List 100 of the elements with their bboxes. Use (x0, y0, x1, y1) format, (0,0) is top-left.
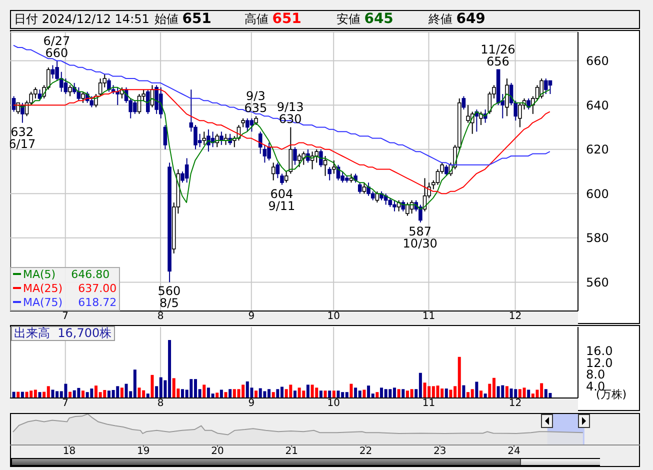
candlestick (68, 84, 72, 97)
candlestick (462, 96, 466, 110)
x-tick-label: 10 (327, 311, 340, 322)
bar (258, 388, 262, 398)
x-tick-label: 18 (62, 446, 76, 458)
bar (423, 382, 426, 398)
bar (466, 392, 470, 398)
annotation: 9/3 635 (244, 89, 268, 116)
candlestick (107, 78, 111, 92)
bar (51, 390, 54, 398)
bar (505, 386, 508, 398)
candlestick (98, 78, 102, 97)
bar (272, 392, 275, 398)
candlestick (444, 164, 448, 176)
y-tick-label: 560 (586, 275, 609, 290)
bar (306, 384, 310, 398)
bar (392, 388, 396, 398)
bar (418, 372, 422, 398)
bar (34, 390, 37, 398)
x-tick-label: 7 (62, 311, 69, 322)
y-tick-label: 640 (586, 98, 609, 112)
x-tick-label: 7 (62, 398, 69, 410)
x-tick-label: 24 (508, 446, 520, 458)
bar (354, 388, 358, 398)
bar (276, 389, 280, 398)
candlestick (323, 156, 328, 176)
x-tick-label: 10 (327, 398, 340, 410)
bar (544, 389, 548, 398)
bar (159, 377, 162, 398)
candlestick (246, 118, 250, 132)
candlestick (146, 89, 150, 114)
candlestick (319, 148, 323, 168)
bar (531, 394, 534, 398)
bar (319, 390, 322, 398)
bar (336, 390, 340, 398)
bar (310, 384, 314, 398)
bar (332, 390, 336, 398)
bar (384, 389, 388, 398)
bar (133, 370, 136, 398)
bar (228, 389, 232, 398)
candlestick (81, 91, 85, 104)
bar (293, 390, 296, 398)
bar (142, 390, 146, 398)
candlestick (276, 162, 280, 179)
bar (138, 388, 141, 398)
candlestick (540, 78, 544, 99)
x-tick-label: 22 (359, 446, 372, 458)
bar (181, 389, 184, 398)
x-tick-label: 8 (157, 398, 164, 410)
candlestick (392, 200, 396, 212)
candlestick (505, 78, 509, 117)
candlestick (59, 71, 64, 92)
y-tick-label: 12.0 (586, 356, 613, 370)
bar (124, 384, 128, 398)
candlestick (284, 171, 288, 184)
bar (444, 388, 448, 398)
x-tick-label: 19 (137, 446, 150, 458)
candlestick (50, 64, 55, 79)
x-tick-label: 12 (508, 311, 522, 322)
bar (202, 384, 206, 398)
bar (492, 378, 496, 398)
candlestick (271, 162, 276, 181)
y-tick-label: 660 (586, 54, 609, 68)
y-tick-label: 8.0 (586, 368, 606, 382)
bar (358, 390, 362, 398)
bar (522, 388, 526, 398)
candlestick (297, 153, 302, 168)
candlestick (362, 182, 366, 194)
x-tick-label: 11 (422, 398, 436, 410)
x-tick-label: 21 (285, 446, 298, 458)
bar (315, 388, 318, 398)
bar (328, 390, 332, 398)
y-tick-label: 620 (586, 142, 609, 157)
bar (302, 390, 306, 398)
bar (86, 392, 89, 398)
bar (77, 388, 80, 398)
bar (367, 386, 370, 398)
bar (120, 388, 124, 398)
candlestick (90, 96, 94, 108)
bar (480, 390, 483, 398)
bar (470, 389, 474, 398)
bar (232, 389, 236, 398)
annotation: 587 10/30 (402, 224, 438, 250)
x-tick-label: 12 (508, 398, 522, 410)
y-tick-label: 580 (586, 231, 609, 246)
bar (410, 389, 414, 398)
bar (146, 394, 150, 398)
candlestick (215, 133, 220, 148)
x-tick-label: 11 (422, 311, 436, 322)
bar (449, 390, 452, 398)
candlestick (267, 142, 271, 161)
bar (350, 384, 353, 398)
legend-label: MA(25) 637.00 (23, 282, 117, 295)
candlestick (406, 202, 410, 216)
bar (380, 388, 384, 398)
candlestick (158, 86, 163, 119)
text: 始値 651 (154, 11, 212, 27)
candlestick (184, 158, 189, 184)
bar (82, 390, 85, 398)
candlestick (293, 146, 297, 166)
